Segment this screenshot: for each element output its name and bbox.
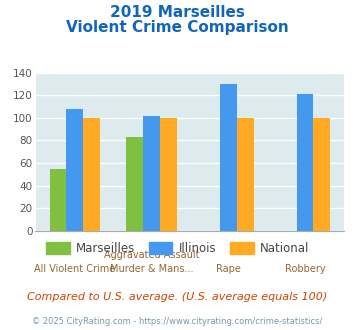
Bar: [313, 118, 330, 231]
Legend: Marseilles, Illinois, National: Marseilles, Illinois, National: [41, 237, 314, 260]
Bar: [160, 118, 177, 231]
Text: Aggravated Assault: Aggravated Assault: [104, 250, 199, 260]
Text: Violent Crime Comparison: Violent Crime Comparison: [66, 20, 289, 35]
Bar: [220, 84, 237, 231]
Bar: [296, 94, 313, 231]
Bar: [143, 115, 160, 231]
Text: Murder & Mans...: Murder & Mans...: [110, 264, 193, 274]
Text: Compared to U.S. average. (U.S. average equals 100): Compared to U.S. average. (U.S. average …: [27, 292, 328, 302]
Text: All Violent Crime: All Violent Crime: [34, 264, 115, 274]
Bar: [83, 118, 100, 231]
Bar: [126, 137, 143, 231]
Bar: [50, 169, 66, 231]
Text: Rape: Rape: [216, 264, 241, 274]
Bar: [237, 118, 253, 231]
Bar: [66, 109, 83, 231]
Text: Robbery: Robbery: [285, 264, 325, 274]
Text: © 2025 CityRating.com - https://www.cityrating.com/crime-statistics/: © 2025 CityRating.com - https://www.city…: [32, 317, 323, 326]
Text: 2019 Marseilles: 2019 Marseilles: [110, 5, 245, 20]
